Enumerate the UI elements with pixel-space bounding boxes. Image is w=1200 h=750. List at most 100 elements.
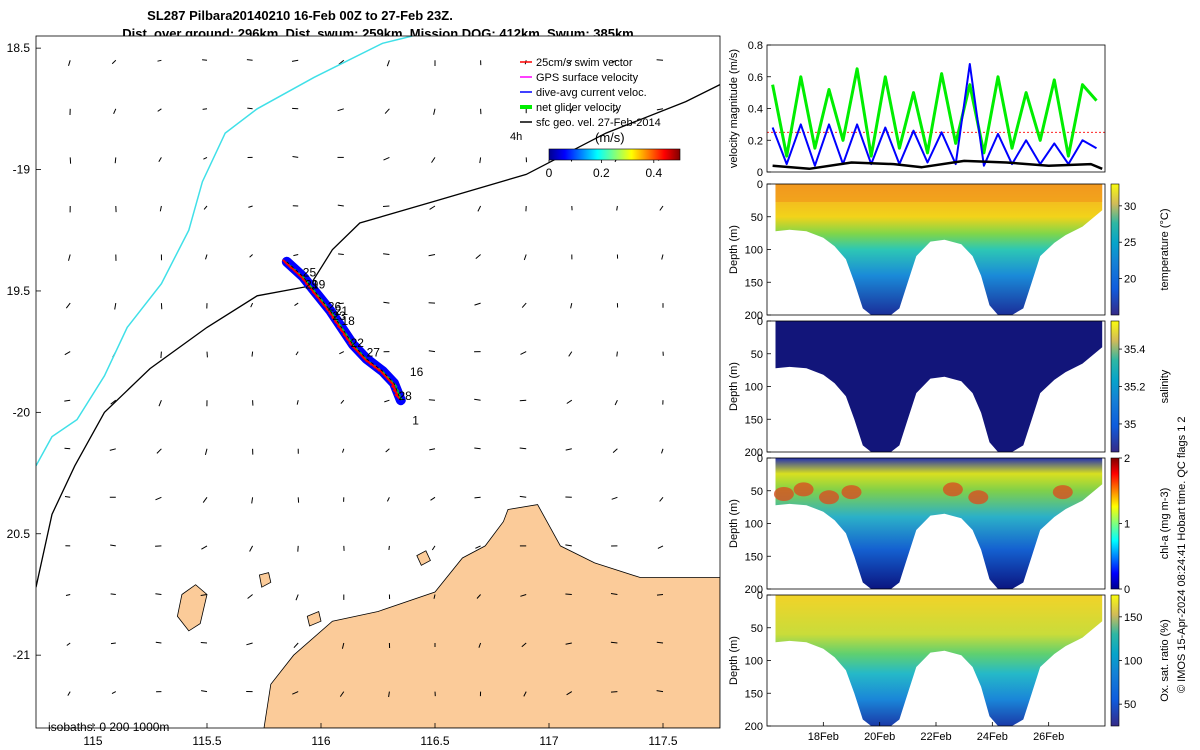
salinity-panel: 0 50 100 150 200 Depth (m) 35 35.2 35.4 salinity bbox=[728, 316, 1171, 459]
depth-tick-label: 150 bbox=[745, 551, 763, 563]
geostrophic-arrow bbox=[565, 593, 572, 595]
credit-text: © IMOS 15-Apr-2024 08:24:41 Hobart time.… bbox=[1176, 416, 1188, 693]
island bbox=[176, 584, 208, 632]
geostrophic-arrow bbox=[476, 594, 481, 599]
x-tick-label: 116 bbox=[311, 734, 330, 748]
geostrophic-arrow bbox=[428, 350, 436, 353]
colorbar-tick-label: 50 bbox=[1124, 699, 1136, 711]
geostrophic-arrow bbox=[337, 108, 344, 112]
geostrophic-arrow bbox=[659, 205, 664, 211]
y-tick-label: -20 bbox=[13, 405, 31, 419]
colorbar-tick-label: 2 bbox=[1124, 453, 1130, 465]
geostrophic-arrow bbox=[569, 108, 573, 114]
net-velocity-vector bbox=[398, 395, 403, 401]
salinity-colorbar bbox=[1110, 320, 1120, 453]
geostrophic-arrow bbox=[158, 157, 162, 162]
chl-a-colorbar-label: chl-a (mg m-3) bbox=[1159, 488, 1171, 560]
geostrophic-arrow bbox=[520, 594, 527, 597]
geostrophic-arrow bbox=[292, 691, 299, 695]
geostrophic-arrow bbox=[114, 157, 117, 164]
isobath-200m bbox=[36, 36, 413, 467]
geostrophic-arrow bbox=[247, 594, 253, 599]
velocity-y-tick-label: 0.2 bbox=[748, 135, 763, 147]
y-tick-label: -21 bbox=[13, 648, 31, 662]
geostrophic-arrow bbox=[64, 351, 71, 356]
geostrophic-arrow bbox=[248, 205, 253, 208]
y-tick-label: 19.5 bbox=[7, 284, 31, 298]
geostrophic-arrow bbox=[610, 641, 618, 644]
colorbar-tick-label: 0 bbox=[546, 166, 553, 180]
depth-tick-label: 200 bbox=[745, 584, 763, 596]
depth-tick-label: 0 bbox=[757, 590, 763, 602]
geostrophic-arrow bbox=[202, 497, 208, 503]
colorbar-tick-label: 35.2 bbox=[1124, 382, 1145, 394]
geostrophic-arrow bbox=[610, 593, 618, 595]
geostrophic-arrow bbox=[338, 253, 344, 255]
geostrophic-arrow bbox=[611, 59, 618, 63]
geostrophic-arrow bbox=[203, 156, 208, 160]
temperature-section-data bbox=[775, 184, 1103, 315]
geostrophic-arrow bbox=[246, 642, 253, 646]
geostrophic-arrow bbox=[157, 108, 162, 112]
chl-max-patch bbox=[841, 485, 862, 500]
depth-tick-label: 0 bbox=[757, 179, 763, 191]
map-y-axis: 18.5 -19 19.5 -20 20.5 -21 bbox=[7, 41, 41, 662]
geostrophic-arrow bbox=[251, 497, 254, 504]
geostrophic-arrow bbox=[338, 59, 345, 65]
geostrophic-arrow bbox=[431, 157, 436, 163]
geostrophic-arrow bbox=[64, 496, 71, 498]
geostrophic-arrow bbox=[111, 59, 117, 65]
colorbar-tick-label: 0.2 bbox=[593, 166, 610, 180]
velocity-ylabel: velocity magnitude (m/s) bbox=[728, 49, 740, 168]
colorbar-tick-label: 100 bbox=[1124, 656, 1142, 668]
salinity-ylabel: Depth (m) bbox=[728, 362, 740, 411]
net-velocity-vector bbox=[359, 351, 364, 356]
geostrophic-arrow bbox=[386, 60, 390, 67]
day-label: 16 bbox=[410, 365, 424, 379]
swim-vector bbox=[333, 320, 341, 327]
geostrophic-arrow bbox=[251, 351, 254, 357]
y-tick-label: 20.5 bbox=[7, 527, 31, 541]
day-label: 19 bbox=[312, 278, 326, 292]
geostrophic-arrow bbox=[616, 351, 618, 357]
temperature-ylabel: Depth (m) bbox=[728, 225, 740, 274]
velocity-y-tick-label: 0.6 bbox=[748, 72, 763, 84]
geostrophic-arrow bbox=[201, 690, 208, 693]
geostrophic-arrow bbox=[383, 253, 390, 255]
geostrophic-arrow bbox=[616, 205, 618, 211]
geostrophic-arrow bbox=[160, 351, 162, 359]
x-tick-label: 115 bbox=[83, 734, 102, 748]
geostrophic-arrow bbox=[68, 60, 71, 66]
day-label: 21 bbox=[335, 304, 349, 318]
geostrophic-arrow bbox=[566, 691, 573, 696]
day-label: 26 bbox=[328, 299, 342, 313]
colorbar-tick-label: 150 bbox=[1124, 612, 1142, 624]
depth-tick-label: 100 bbox=[745, 519, 763, 531]
geostrophic-arrow bbox=[656, 690, 664, 693]
geostrophic-arrow bbox=[201, 545, 208, 550]
geostrophic-arrow bbox=[388, 545, 390, 550]
date-tick-label: 24Feb bbox=[977, 731, 1008, 743]
geostrophic-arrow bbox=[565, 544, 572, 547]
swim-vector bbox=[390, 384, 398, 392]
geostrophic-arrow bbox=[474, 447, 481, 450]
geostrophic-arrow bbox=[388, 691, 390, 698]
legend-label-dive-avg: dive-avg current veloc. bbox=[536, 87, 647, 99]
y-tick-label: 18.5 bbox=[7, 41, 31, 55]
temperature-panel: 0 50 100 150 200 Depth (m) 20 25 30 temperature (… bbox=[728, 179, 1171, 322]
x-tick-label: 117 bbox=[539, 734, 558, 748]
colorbar-tick-label: 25 bbox=[1124, 237, 1136, 249]
geostrophic-arrow bbox=[430, 496, 436, 501]
geostrophic-arrow bbox=[109, 448, 116, 451]
geostrophic-arrow bbox=[68, 254, 71, 261]
land-layer bbox=[176, 504, 720, 728]
geostrophic-arrow bbox=[519, 399, 527, 402]
geostrophic-arrow bbox=[565, 642, 572, 645]
oxygen-saturation-panel: 0 50 100 150 200 Depth (m) 50 100 150 Ox. sat. ra… bbox=[728, 590, 1171, 743]
depth-tick-label: 200 bbox=[745, 721, 763, 733]
geostrophic-arrow bbox=[429, 205, 436, 210]
geostrophic-arrow bbox=[205, 254, 208, 260]
depth-tick-label: 50 bbox=[751, 486, 763, 498]
geostrophic-arrow bbox=[478, 642, 482, 648]
